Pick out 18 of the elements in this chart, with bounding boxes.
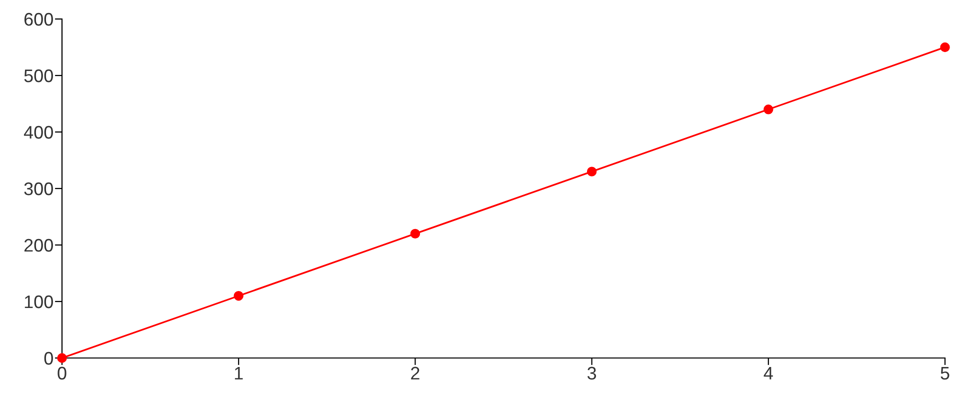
point (764, 104, 774, 114)
point (410, 228, 420, 239)
point (234, 290, 244, 301)
x-tick-label: 2 (411, 366, 420, 380)
y-tick-label: 600 (24, 12, 53, 26)
point (586, 166, 597, 176)
y-tick-label: 200 (24, 238, 53, 252)
x-tick-label: 1 (234, 366, 243, 380)
x-tick-label: 3 (587, 366, 596, 380)
y-tick-label: 300 (24, 182, 53, 196)
y-tick-label: 500 (24, 69, 53, 82)
y-tick-label: 400 (24, 126, 53, 139)
x-tick-label: 0 (58, 366, 66, 380)
y-tick-label: 100 (24, 295, 53, 308)
x-tick-label: 4 (764, 366, 773, 380)
x-tick-label: 5 (940, 366, 950, 380)
point (940, 42, 950, 52)
y-tick-label: 0 (44, 352, 53, 365)
